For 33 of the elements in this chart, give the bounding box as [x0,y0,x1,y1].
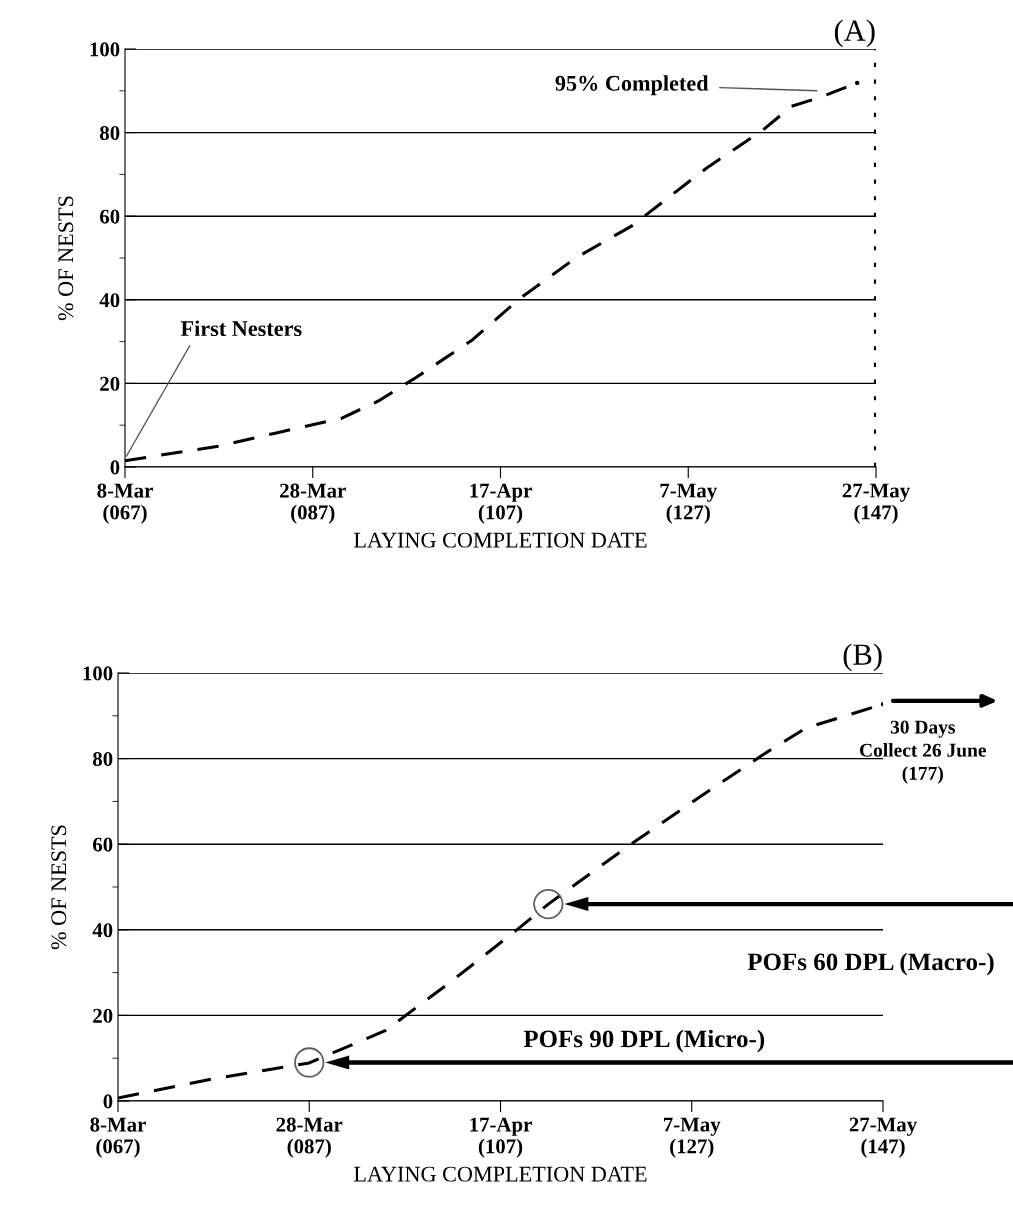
y-tick-label: 0 [110,460,120,475]
y-tick-label: 40 [99,293,120,308]
y-axis-title: % OF NESTS [58,196,74,321]
y-tick-label: 20 [100,376,120,391]
x-tick-label: 28-Mar (087) [276,1117,343,1158]
x-tick-label: 28-Mar (087) [280,483,346,524]
x-axis-title: LAYING COMPLETION DATE [354,1166,647,1182]
x-tick-label: 7-May (127) [664,1117,721,1158]
y-tick-label: 60 [100,209,120,224]
y-tick-label: 80 [100,125,120,141]
x-tick-label: 27-May (147) [842,483,910,524]
x-axis-title: LAYING COMPLETION DATE [354,532,647,548]
y-tick-label: 20 [93,1008,113,1023]
y-axis-title: % OF NESTS [51,825,67,950]
y-tick-label: 100 [90,42,120,57]
annotation: POFs 90 DPL (Micro-) [523,1029,765,1053]
annotation: 95% Completed [555,75,709,96]
annotation: POFs 60 DPL (Macro-) [747,952,994,976]
x-tick-label: 27-May (147) [849,1117,917,1158]
y-tick-label: 0 [103,1094,113,1109]
y-tick-label: 80 [93,751,113,767]
x-tick-label: 8-Mar (067) [90,1117,146,1158]
x-tick-label: 7-May (127) [660,483,717,524]
x-tick-label: 17-Apr (107) [470,483,532,524]
annotation: First Nesters [180,320,302,337]
y-tick-label: 60 [93,837,113,852]
y-tick-label: 40 [92,923,113,938]
y-tick-label: 100 [83,666,113,681]
x-tick-label: 17-Apr (107) [470,1117,532,1158]
chart-title: (A) [834,19,875,48]
x-tick-label: 8-Mar (067) [97,483,153,524]
chart-title: (B) [843,643,882,672]
annotation: 30 Days Collect 26 June (177) [860,720,986,784]
